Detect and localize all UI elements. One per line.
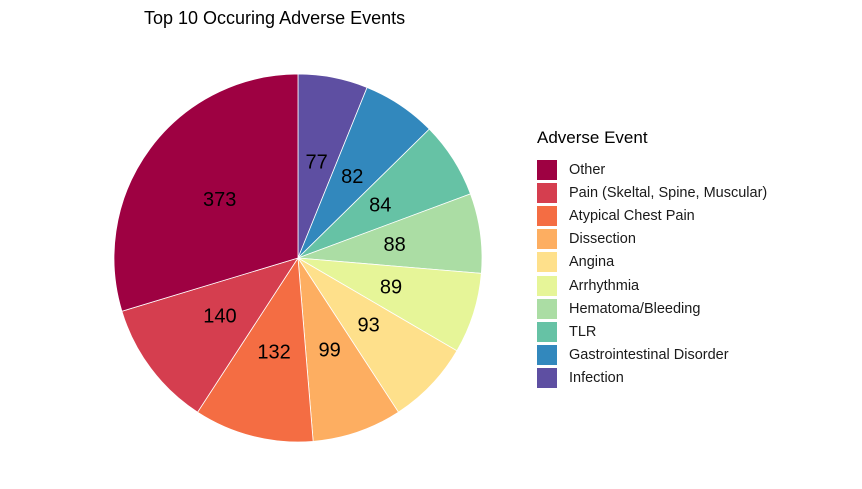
legend-swatch <box>537 205 557 226</box>
slice-value-label: 140 <box>203 306 236 328</box>
slice-value-label: 84 <box>369 195 391 217</box>
legend-swatch <box>537 159 557 180</box>
legend-label: Gastrointestinal Disorder <box>569 347 729 364</box>
slice-value-label: 132 <box>257 342 290 364</box>
chart-title: Top 10 Occuring Adverse Events <box>144 8 406 28</box>
legend-title: Adverse Event <box>537 128 648 147</box>
legend-swatch <box>537 252 557 273</box>
legend-item: Hematoma/Bleeding <box>537 297 767 320</box>
legend-item: Atypical Chest Pain <box>537 204 767 227</box>
pie-slice-4 <box>297 257 399 442</box>
legend-item: Gastrointestinal Disorder <box>537 344 767 367</box>
slice-value-label: 82 <box>341 166 363 188</box>
legend-item: Dissection <box>537 228 767 251</box>
legend-item: Arrhythmia <box>537 274 767 297</box>
slice-value-label: 89 <box>380 276 402 298</box>
legend-label: Arrhythmia <box>569 277 640 294</box>
pie-slice-3 <box>197 256 314 443</box>
legend-swatch <box>537 368 557 389</box>
slice-value-label: 77 <box>306 151 328 173</box>
legend-label: Atypical Chest Pain <box>569 207 695 224</box>
legend-label: TLR <box>569 323 597 340</box>
legend-label: Pain (Skeltal, Spine, Muscular) <box>569 184 768 201</box>
slice-value-label: 93 <box>357 314 379 336</box>
slice-value-label: 88 <box>383 234 405 256</box>
legend-label: Hematoma/Bleeding <box>569 300 701 317</box>
slice-value-label: 373 <box>203 189 236 211</box>
legend-item: Other <box>537 158 767 181</box>
pie-slice-1 <box>113 73 299 312</box>
legend-swatch <box>537 182 557 203</box>
legend-label: Infection <box>569 370 624 387</box>
legend-item: TLR <box>537 320 767 343</box>
legend-label: Angina <box>569 254 615 271</box>
legend-label: Dissection <box>569 231 636 248</box>
legend: Adverse Event Other Pain (Skeltal, Spine,… <box>537 128 767 390</box>
legend-swatch <box>537 275 557 296</box>
legend-swatch <box>537 298 557 319</box>
legend-label: Other <box>569 161 606 178</box>
legend-item: Infection <box>537 367 767 390</box>
slice-value-label: 99 <box>318 339 340 361</box>
legend-swatch <box>537 229 557 250</box>
legend-item: Angina <box>537 251 767 274</box>
legend-swatch <box>537 345 557 366</box>
legend-item: Pain (Skeltal, Spine, Muscular) <box>537 181 767 204</box>
pie-slice-2 <box>121 257 299 413</box>
legend-swatch <box>537 321 557 342</box>
legend-items: Other Pain (Skeltal, Spine, Muscular) Atyp… <box>537 158 767 390</box>
